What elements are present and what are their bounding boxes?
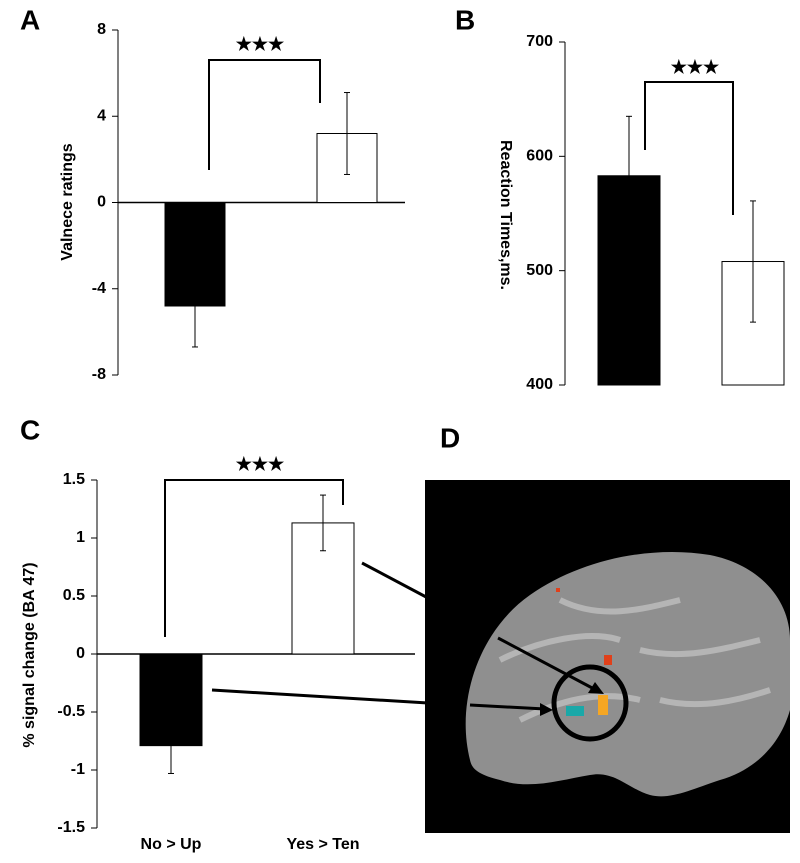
y-tick-label: 0 bbox=[76, 645, 85, 662]
connector bbox=[361, 561, 429, 600]
y-tick-label: 8 bbox=[97, 21, 106, 38]
significance-bracket bbox=[208, 59, 321, 170]
y-tick-label: -1 bbox=[71, 761, 85, 778]
connector bbox=[211, 688, 429, 705]
y-tick-label: 600 bbox=[526, 148, 553, 165]
y-tick-label: 1.5 bbox=[63, 471, 85, 488]
activation-dot bbox=[556, 588, 560, 592]
significance-label: ★★★ bbox=[671, 57, 720, 77]
y-axis-label: Reaction Times,ms. bbox=[497, 140, 514, 290]
y-axis-label: Valnece ratings bbox=[59, 143, 76, 260]
arrow-head bbox=[540, 703, 553, 716]
y-tick-label: 0 bbox=[97, 194, 106, 211]
arrow bbox=[497, 636, 597, 692]
roi-circle bbox=[551, 664, 629, 742]
brain-folds bbox=[498, 597, 771, 723]
y-tick-label: -0.5 bbox=[57, 703, 85, 720]
significance-label: ★★★ bbox=[236, 34, 285, 54]
panel-label: D bbox=[440, 422, 460, 453]
y-tick-label: 400 bbox=[526, 376, 553, 393]
y-tick-label: 0.5 bbox=[63, 587, 85, 604]
x-tick-label: Yes > Ten bbox=[286, 836, 359, 853]
activation-cyan bbox=[566, 706, 584, 716]
panel-label: B bbox=[455, 4, 475, 35]
y-tick-label: 700 bbox=[526, 33, 553, 50]
significance-label: ★★★ bbox=[236, 454, 285, 474]
activation-orange bbox=[598, 695, 608, 715]
brain-shape bbox=[465, 551, 790, 797]
y-tick-label: 4 bbox=[97, 107, 106, 124]
y-tick-label: -1.5 bbox=[57, 819, 85, 836]
activation-red bbox=[604, 655, 612, 665]
y-tick-label: 1 bbox=[76, 529, 85, 546]
arrow-head bbox=[588, 682, 604, 694]
y-axis-label: % signal change (BA 47) bbox=[21, 562, 38, 747]
y-tick-label: -4 bbox=[92, 280, 106, 297]
panel-label: C bbox=[20, 414, 40, 445]
significance-bracket bbox=[164, 479, 344, 637]
x-tick-label: No > Up bbox=[141, 836, 202, 853]
y-tick-label: -8 bbox=[92, 366, 106, 383]
panel-label: A bbox=[20, 4, 40, 35]
arrow bbox=[469, 703, 546, 711]
brain-image bbox=[211, 480, 790, 833]
significance-bracket bbox=[644, 81, 734, 215]
y-tick-label: 500 bbox=[526, 262, 553, 279]
